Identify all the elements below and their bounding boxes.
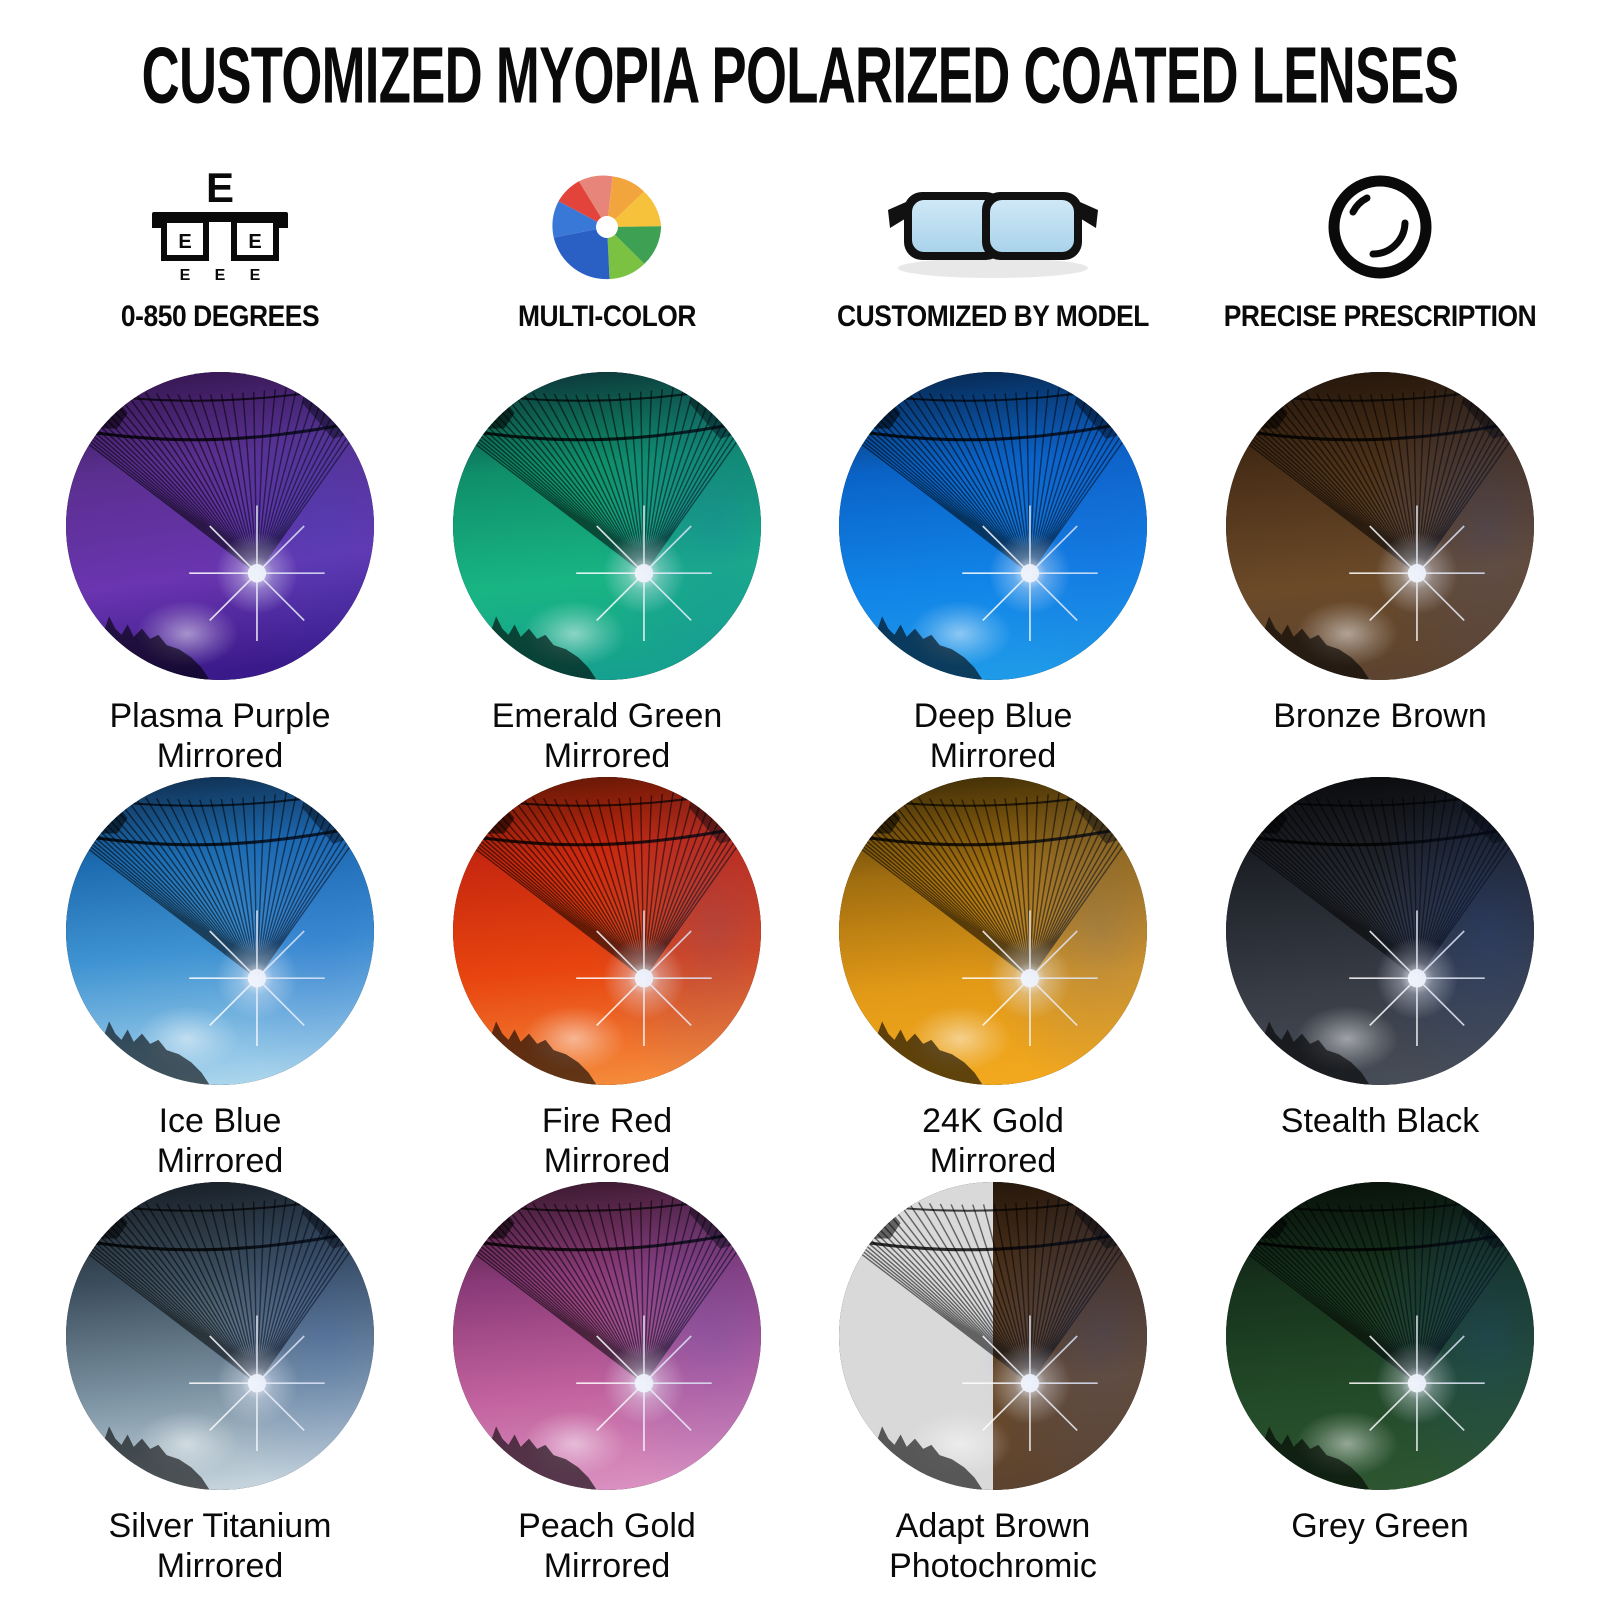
- svg-text:E: E: [206, 168, 234, 211]
- svg-text:E: E: [180, 267, 191, 284]
- svg-text:E: E: [178, 231, 191, 253]
- svg-text:E: E: [248, 231, 261, 253]
- svg-text:E: E: [215, 267, 226, 284]
- svg-text:E: E: [250, 267, 261, 284]
